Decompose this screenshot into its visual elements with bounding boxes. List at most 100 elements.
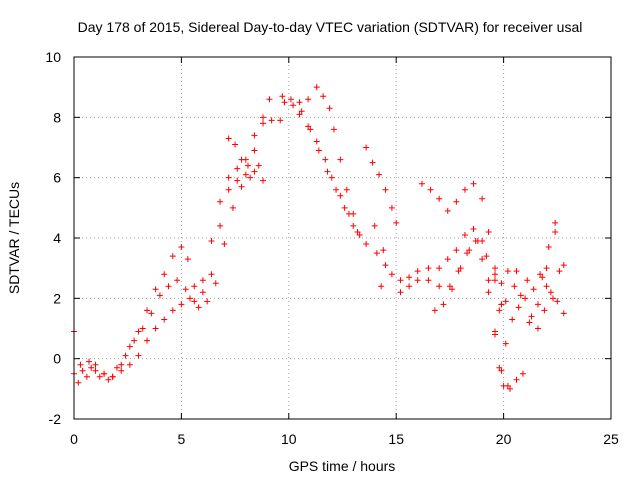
data-point — [496, 364, 503, 371]
data-point — [161, 271, 168, 278]
data-point — [279, 93, 286, 100]
series-track-d — [225, 84, 357, 217]
data-point — [148, 310, 155, 317]
data-point — [446, 283, 453, 290]
data-point — [225, 174, 232, 181]
data-point — [328, 174, 335, 181]
data-point — [229, 204, 236, 211]
data-point — [221, 241, 228, 248]
data-point — [507, 385, 514, 392]
data-point — [234, 177, 241, 184]
series-track-f — [296, 111, 361, 235]
data-point — [109, 373, 116, 380]
data-point — [397, 289, 404, 296]
data-point — [83, 373, 90, 380]
data-point — [502, 340, 509, 347]
data-point — [330, 126, 337, 133]
data-point — [492, 277, 499, 284]
data-point — [453, 198, 460, 205]
data-point — [244, 162, 251, 169]
data-point — [337, 192, 344, 199]
y-tick-label: 6 — [53, 170, 61, 186]
data-point — [541, 307, 548, 314]
data-point — [251, 132, 258, 139]
data-point — [178, 301, 185, 308]
data-point — [195, 304, 202, 311]
data-point — [369, 159, 376, 166]
data-point — [406, 274, 413, 281]
data-point — [397, 277, 404, 284]
data-point — [191, 283, 198, 290]
data-point — [436, 265, 443, 272]
data-point — [326, 105, 333, 112]
data-point — [322, 156, 329, 163]
data-point — [519, 370, 526, 377]
x-tick-label: 15 — [388, 431, 404, 447]
data-point — [457, 265, 464, 272]
data-point — [492, 265, 499, 272]
data-point — [260, 114, 267, 121]
data-point — [139, 325, 146, 332]
series-track-h — [363, 222, 526, 392]
series-track-b — [71, 120, 267, 383]
data-point — [425, 277, 432, 284]
data-point — [425, 265, 432, 272]
series-scattered — [277, 117, 559, 332]
data-point — [182, 286, 189, 293]
data-point — [526, 319, 533, 326]
data-point — [96, 373, 103, 380]
data-point — [122, 352, 129, 359]
y-tick-label: 4 — [53, 230, 61, 246]
data-point — [363, 144, 370, 151]
data-point — [260, 120, 267, 127]
data-point — [144, 307, 151, 314]
data-point — [238, 183, 245, 190]
x-axis-label: GPS time / hours — [289, 458, 396, 474]
data-point — [504, 382, 511, 389]
data-point — [550, 295, 557, 302]
data-point — [92, 367, 99, 374]
data-point — [320, 93, 327, 100]
data-point — [305, 96, 312, 103]
data-point — [86, 358, 93, 365]
data-point — [539, 274, 546, 281]
series-track-c — [75, 162, 262, 386]
data-point — [543, 265, 550, 272]
data-point — [287, 96, 294, 103]
data-point — [363, 241, 370, 248]
data-point — [560, 310, 567, 317]
data-point — [199, 289, 206, 296]
data-point — [373, 250, 380, 257]
data-point — [470, 180, 477, 187]
y-tick-label: 2 — [53, 290, 61, 306]
data-point — [186, 295, 193, 302]
series-track-k — [431, 238, 505, 314]
data-point — [492, 331, 499, 338]
data-point — [466, 247, 473, 254]
data-point — [135, 328, 142, 335]
data-point — [296, 111, 303, 118]
data-point — [449, 286, 456, 293]
data-point — [277, 117, 284, 124]
y-tick-label: -2 — [49, 411, 62, 427]
data-point — [313, 84, 320, 91]
data-point — [371, 222, 378, 229]
y-tick-label: 0 — [53, 351, 61, 367]
data-point — [156, 292, 163, 299]
data-point — [260, 177, 267, 184]
data-point — [560, 262, 567, 269]
data-point — [485, 289, 492, 296]
data-point — [479, 256, 486, 263]
data-point — [118, 367, 125, 374]
data-point — [315, 147, 322, 154]
data-point — [92, 361, 99, 368]
data-point — [470, 225, 477, 232]
data-point — [492, 271, 499, 278]
data-point — [554, 298, 561, 305]
data-point — [350, 222, 357, 229]
data-point — [343, 186, 350, 193]
data-point — [534, 301, 541, 308]
series-track-m — [496, 289, 567, 323]
data-point — [543, 283, 550, 290]
data-point — [126, 343, 133, 350]
